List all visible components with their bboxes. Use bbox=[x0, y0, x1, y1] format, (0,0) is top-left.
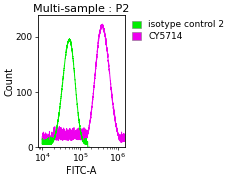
Legend: isotype control 2, CY5714: isotype control 2, CY5714 bbox=[130, 19, 224, 42]
X-axis label: FITC-A: FITC-A bbox=[66, 166, 96, 176]
Y-axis label: Count: Count bbox=[4, 67, 14, 96]
Title: Multi-sample : P2: Multi-sample : P2 bbox=[33, 4, 129, 14]
